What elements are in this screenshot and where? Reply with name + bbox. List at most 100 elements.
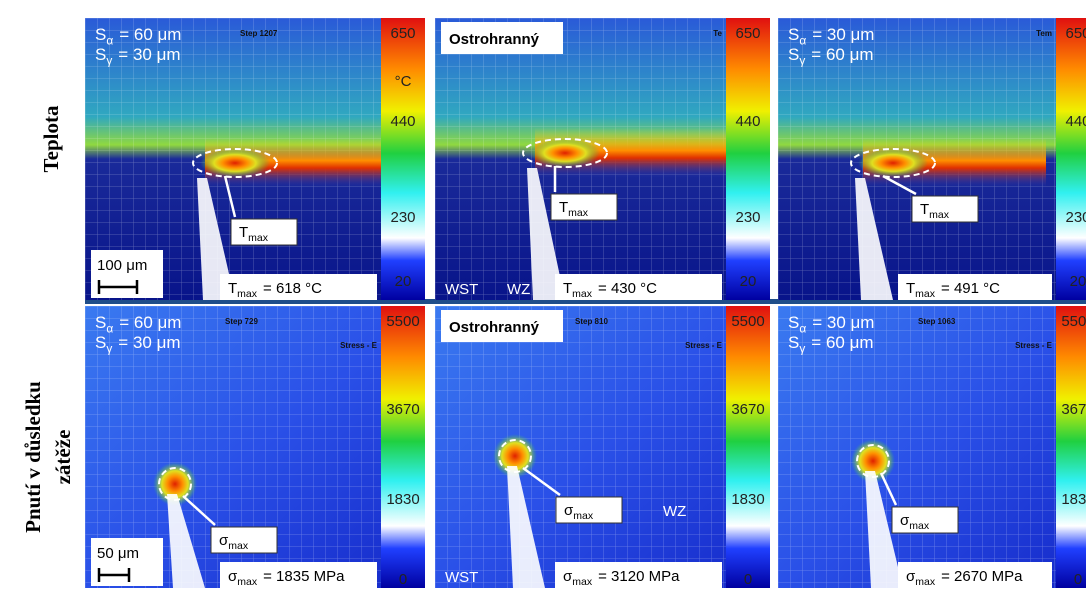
- symbol: S: [95, 45, 106, 64]
- value-text: = 60 μm: [811, 333, 873, 352]
- value-text: = 60 μm: [119, 25, 181, 44]
- subscript: max: [929, 209, 950, 221]
- value-text: = 3120 MPa: [598, 568, 680, 585]
- subscript: max: [237, 576, 258, 588]
- subscript: max: [915, 576, 936, 588]
- colorbar-label: 440: [390, 113, 415, 130]
- value-text: = 30 μm: [118, 45, 180, 64]
- figure: Teplota 650 °C 440 230 20 Sα = 60 μm Sγ = 30 μm St…: [0, 0, 1086, 589]
- symbol: S: [788, 333, 799, 352]
- zone-label: WZ: [663, 503, 686, 520]
- variable-label: Stress - E: [340, 341, 378, 350]
- scale-label: 100 μm: [97, 257, 147, 274]
- symbol: T: [239, 224, 248, 241]
- hot-spot: [858, 149, 928, 177]
- colorbar-label: 3670: [386, 401, 419, 418]
- value-text: = 30 μm: [118, 333, 180, 352]
- subscript: max: [573, 510, 594, 522]
- colorbar-label: 650: [1065, 25, 1086, 42]
- colorbar-label: 20: [395, 273, 412, 290]
- panel-title: Ostrohranný: [449, 31, 540, 48]
- value-text: = 60 μm: [119, 313, 181, 332]
- colorbar-label: 230: [735, 209, 760, 226]
- symbol: T: [559, 199, 568, 216]
- colorbar-label: °C: [395, 73, 412, 90]
- subscript: max: [568, 207, 589, 219]
- subscript: α: [106, 321, 113, 335]
- colorbar-label: 230: [1065, 209, 1086, 226]
- symbol: T: [920, 201, 929, 218]
- variable-label: Stress - E: [1015, 341, 1053, 350]
- colorbar-label: 230: [390, 209, 415, 226]
- row-label-line: Pnutí v důsledku: [21, 381, 45, 533]
- zone-label: WST: [445, 281, 478, 298]
- value-text: = 430 °C: [598, 280, 657, 297]
- subscript: max: [909, 520, 930, 532]
- symbol: T: [228, 280, 237, 297]
- subscript: max: [572, 576, 593, 588]
- subscript: γ: [799, 53, 805, 67]
- value-text: = 30 μm: [812, 25, 874, 44]
- value-text: = 60 μm: [811, 45, 873, 64]
- subscript: γ: [106, 53, 112, 67]
- symbol: S: [95, 333, 106, 352]
- zone-label: WZ: [507, 281, 530, 298]
- subscript: max: [237, 288, 258, 300]
- hot-spot: [530, 139, 600, 167]
- colorbar-label: 440: [1065, 113, 1086, 130]
- value-text: = 491 °C: [941, 280, 1000, 297]
- variable-label: Tem: [1036, 29, 1052, 38]
- symbol: S: [788, 45, 799, 64]
- colorbar-label: 650: [390, 25, 415, 42]
- value-text: = 30 μm: [812, 313, 874, 332]
- symbol: S: [788, 25, 799, 44]
- colorbar-label: 440: [735, 113, 760, 130]
- symbol: S: [95, 25, 106, 44]
- value-text: = 618 °C: [263, 280, 322, 297]
- row-label: Teplota: [39, 105, 63, 172]
- colorbar-label: 1830: [386, 491, 419, 508]
- colorbar-label: 5500: [386, 313, 419, 330]
- colorbar: [381, 18, 425, 300]
- symbol: T: [563, 280, 572, 297]
- row-label-line: Teplota: [39, 105, 63, 172]
- colorbar: [1056, 306, 1086, 588]
- colorbar: [1056, 18, 1086, 300]
- colorbar: [726, 18, 770, 300]
- symbol: S: [788, 313, 799, 332]
- colorbar-label: 1830: [1061, 491, 1086, 508]
- subscript: α: [799, 321, 806, 335]
- symbol: S: [95, 313, 106, 332]
- colorbar-label: 3670: [731, 401, 764, 418]
- panel: 5500 3670 1830 0 Sα = 60 μm Sγ = 30 μm Step 729 S…: [85, 306, 425, 588]
- panel: 5500367018300OstrohrannýStep 810Stress -…: [435, 306, 770, 588]
- variable-label: Te: [713, 29, 722, 38]
- colorbar-label: 650: [735, 25, 760, 42]
- colorbar-label: 20: [1070, 273, 1086, 290]
- hot-spot: [200, 149, 270, 177]
- colorbar-label: 3670: [1061, 401, 1086, 418]
- colorbar-label: 20: [740, 273, 757, 290]
- scale-label: 50 μm: [97, 545, 139, 562]
- panel: 65044023020OstrohrannýTeTmaxTmax= 430 °C…: [435, 18, 770, 300]
- subscript: γ: [106, 341, 112, 355]
- subscript: α: [799, 33, 806, 47]
- colorbar-label: 0: [1074, 571, 1082, 588]
- value-text: = 1835 MPa: [263, 568, 345, 585]
- step-label: Step 729: [225, 317, 258, 326]
- subscript: α: [106, 33, 113, 47]
- colorbar: [726, 306, 770, 588]
- subscript: max: [248, 232, 269, 244]
- variable-label: Stress - E: [685, 341, 723, 350]
- colorbar: [381, 306, 425, 588]
- step-label: Step 1063: [918, 317, 956, 326]
- colorbar-label: 5500: [1061, 313, 1086, 330]
- colorbar-label: 0: [399, 571, 407, 588]
- value-text: = 2670 MPa: [941, 568, 1023, 585]
- row-label-line: zátěže: [51, 430, 75, 485]
- subscript: max: [228, 540, 249, 552]
- colorbar-label: 0: [744, 571, 752, 588]
- subscript: max: [572, 288, 593, 300]
